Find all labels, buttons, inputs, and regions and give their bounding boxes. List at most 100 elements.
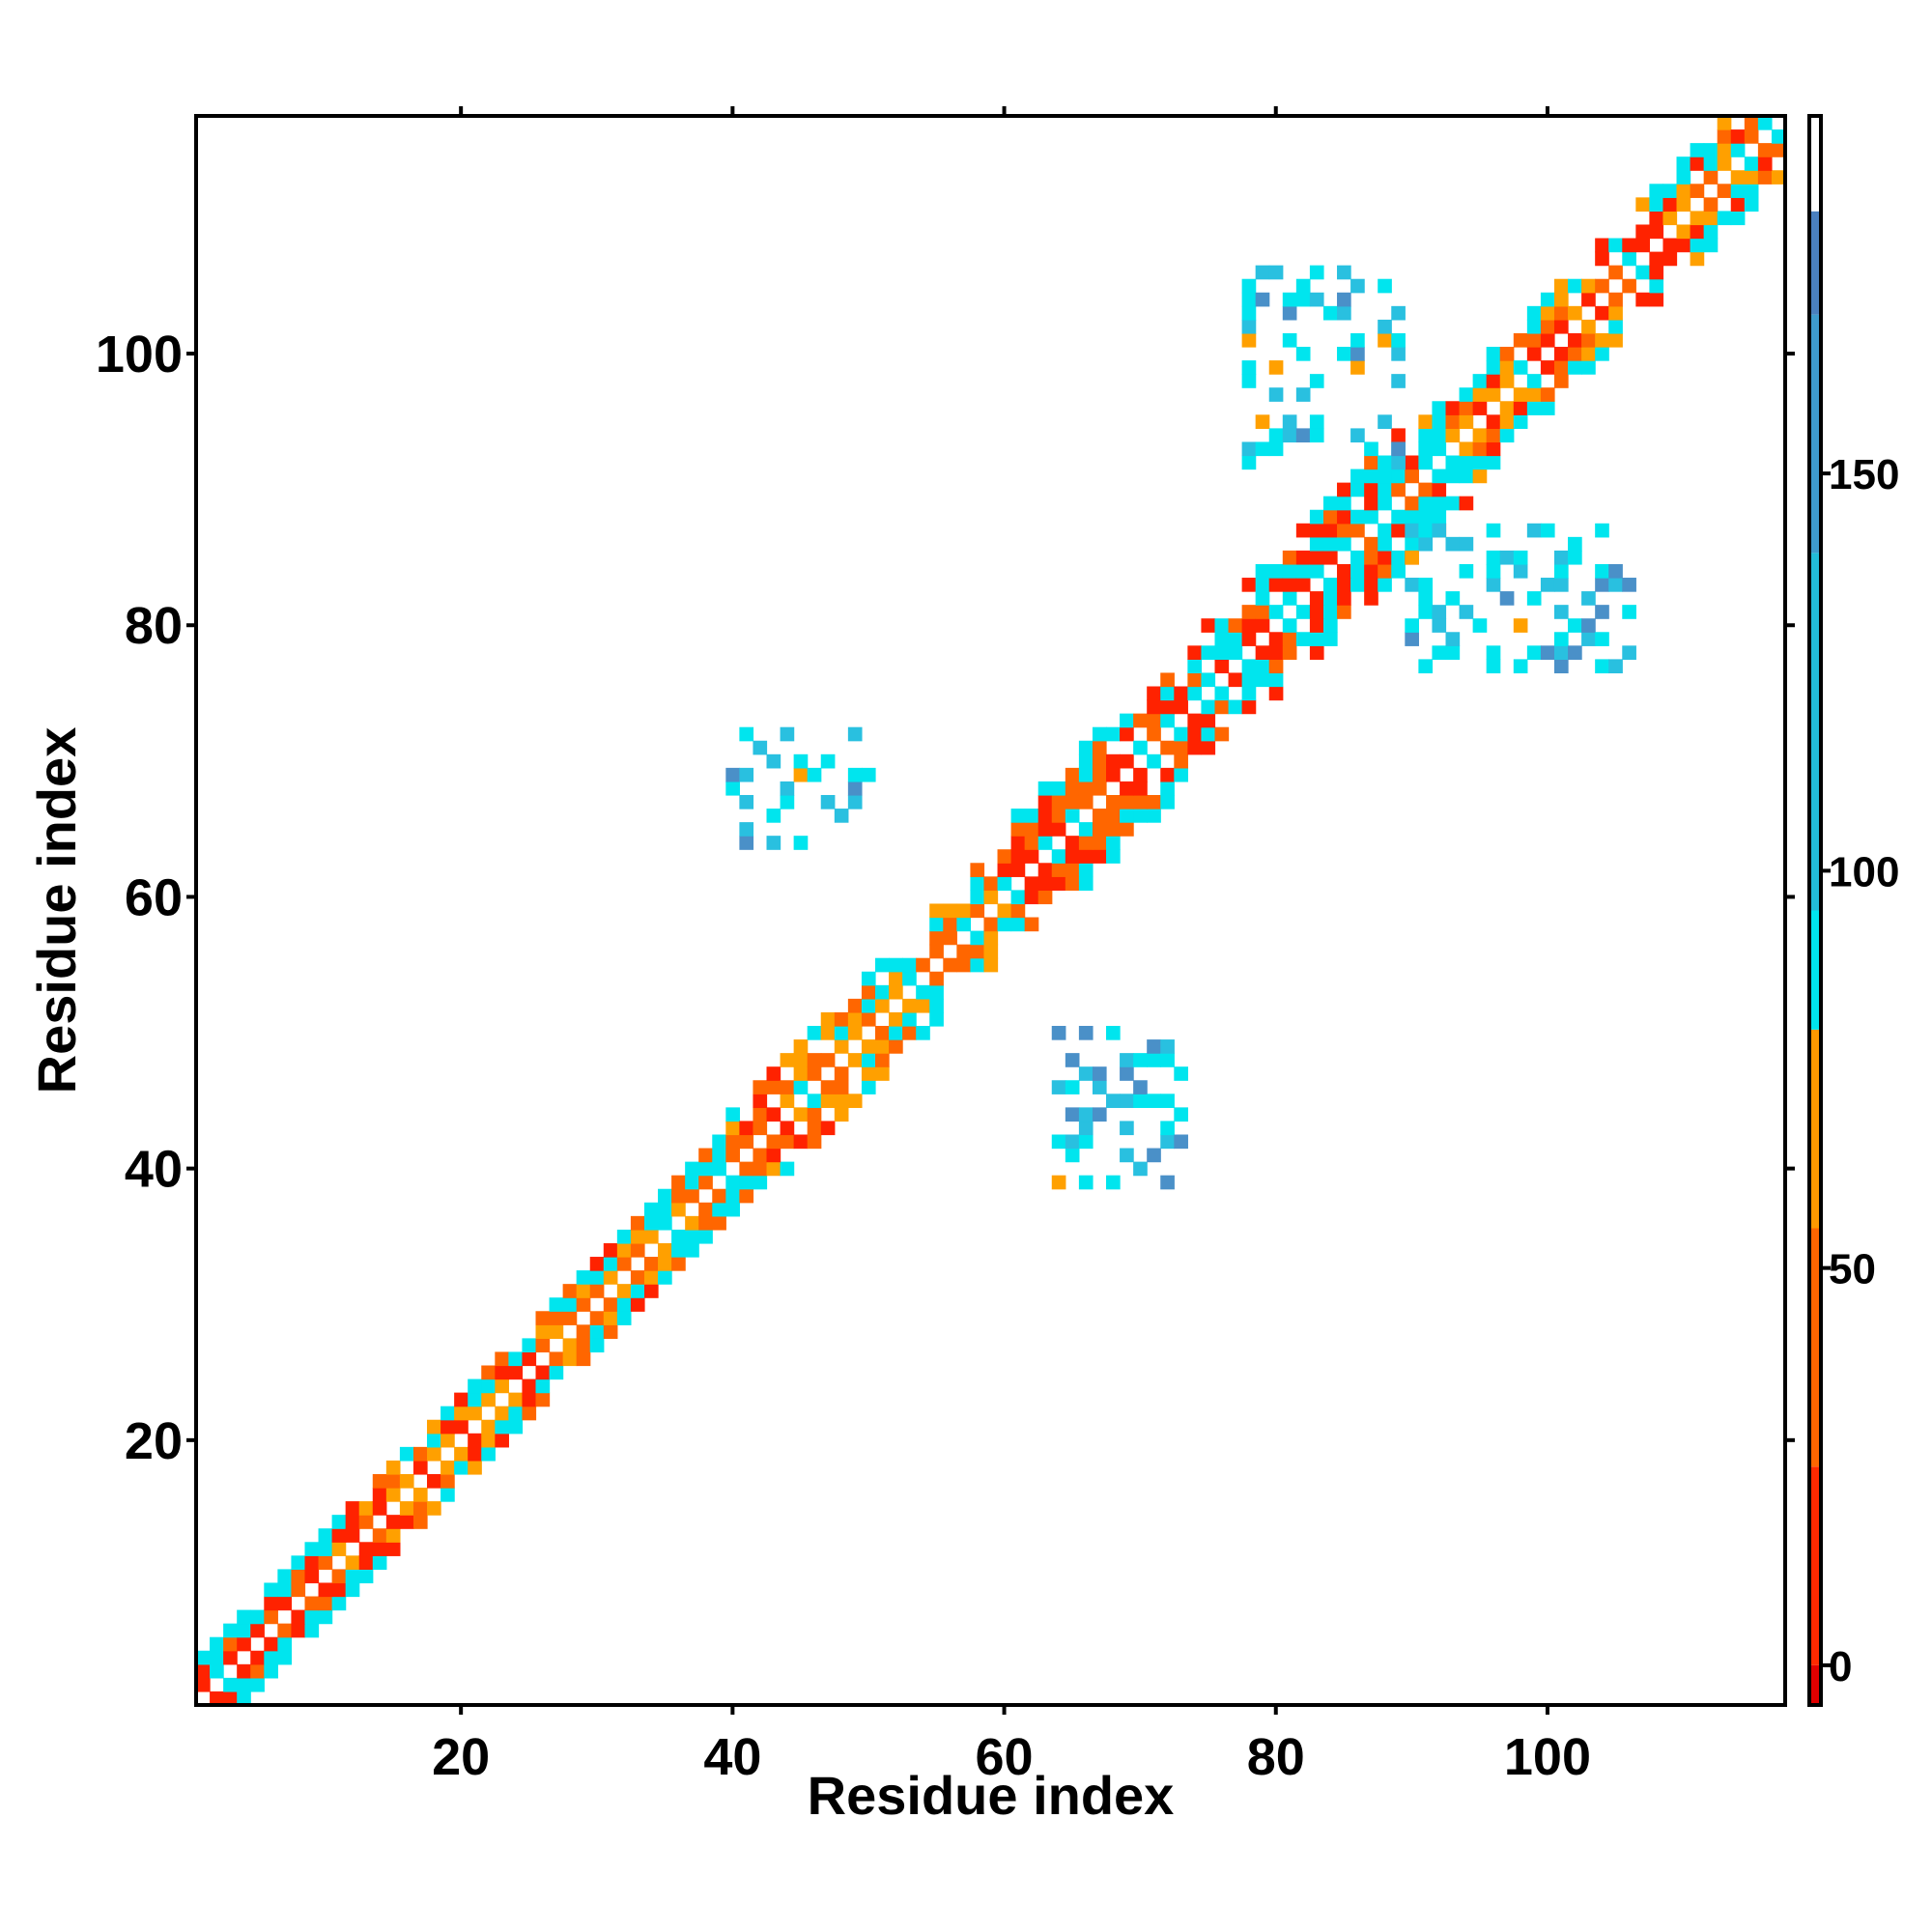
- heatmap-cell: [1201, 713, 1216, 728]
- heatmap-cell: [440, 1419, 455, 1435]
- heatmap-cell: [1553, 578, 1569, 592]
- heatmap-cell: [495, 1351, 509, 1367]
- heatmap-cell: [1322, 509, 1338, 525]
- heatmap-cell: [685, 1175, 699, 1190]
- heatmap-cell: [1133, 1080, 1148, 1094]
- heatmap-cell: [1540, 401, 1555, 415]
- heatmap-cell: [1350, 469, 1365, 484]
- heatmap-cell: [1391, 441, 1406, 457]
- heatmap-cell: [468, 1433, 482, 1448]
- heatmap-cell: [1364, 482, 1378, 497]
- heatmap-cell: [1295, 428, 1311, 443]
- heatmap-cell: [549, 1297, 564, 1312]
- heatmap-cell: [1350, 523, 1365, 538]
- heatmap-cell: [766, 1148, 781, 1163]
- heatmap-cell: [997, 917, 1012, 932]
- heatmap-cell: [1378, 414, 1392, 429]
- heatmap-cell: [1364, 550, 1378, 565]
- heatmap-cell: [1133, 740, 1148, 755]
- heatmap-cell: [535, 1392, 551, 1407]
- heatmap-cell: [1147, 726, 1161, 742]
- heatmap-cell: [1133, 1161, 1148, 1177]
- heatmap-cell: [1037, 822, 1053, 837]
- heatmap-cell: [1106, 849, 1121, 864]
- heatmap-cell: [1160, 1039, 1175, 1054]
- heatmap-cell: [834, 1026, 849, 1040]
- heatmap-cell: [834, 1080, 849, 1094]
- heatmap-cell: [753, 1161, 768, 1177]
- heatmap-cell: [1337, 265, 1351, 280]
- heatmap-cell: [671, 1242, 686, 1258]
- heatmap-cell: [1160, 672, 1175, 688]
- heatmap-cell: [793, 1066, 809, 1081]
- heatmap-cell: [196, 1650, 211, 1665]
- heatmap-cell: [1622, 251, 1636, 267]
- heatmap-cell: [1010, 903, 1026, 919]
- heatmap-cell: [1350, 550, 1365, 565]
- heatmap-cell: [1378, 523, 1392, 538]
- heatmap-cell: [1445, 414, 1461, 429]
- heatmap-cell: [291, 1569, 306, 1584]
- heatmap-cell: [1120, 726, 1134, 742]
- heatmap-cell: [1120, 781, 1134, 796]
- heatmap-cell: [847, 794, 863, 810]
- heatmap-cell: [1513, 414, 1528, 429]
- heatmap-cell: [1635, 265, 1650, 280]
- heatmap-cell: [508, 1351, 524, 1367]
- heatmap-cell: [1309, 550, 1324, 565]
- heatmap-cell: [562, 1297, 578, 1312]
- heatmap-cell: [1078, 1026, 1094, 1040]
- heatmap-cell: [698, 1161, 713, 1177]
- heatmap-cell: [589, 1257, 605, 1271]
- heatmap-cell: [535, 1324, 551, 1339]
- heatmap-cell: [603, 1270, 618, 1285]
- heatmap-cell: [1703, 224, 1719, 240]
- heatmap-cell: [1486, 563, 1501, 579]
- heatmap-cell: [1405, 455, 1419, 470]
- heatmap-cell: [603, 1297, 618, 1312]
- heatmap-cell: [535, 1311, 551, 1325]
- heatmap-cell: [372, 1555, 387, 1570]
- heatmap-cell: [820, 1011, 836, 1027]
- heatmap-cell: [1065, 836, 1080, 850]
- heatmap-cell: [1472, 401, 1488, 415]
- heatmap-cell: [345, 1501, 360, 1516]
- heatmap-cell: [997, 903, 1012, 919]
- heatmap-cell: [1391, 347, 1406, 361]
- heatmap-cell: [1378, 332, 1392, 348]
- heatmap-cell: [1051, 781, 1066, 796]
- heatmap-cell: [1499, 401, 1515, 415]
- heatmap-cell: [210, 1663, 224, 1679]
- heatmap-cell: [1106, 753, 1121, 769]
- heatmap-cell: [223, 1636, 238, 1652]
- heatmap-cell: [1322, 550, 1338, 565]
- heatmap-cell: [1255, 563, 1270, 579]
- heatmap-cell: [766, 1066, 781, 1081]
- heatmap-cell: [468, 1378, 482, 1394]
- heatmap-cell: [1472, 455, 1488, 470]
- heatmap-cell: [508, 1406, 524, 1421]
- heatmap-cell: [725, 1134, 740, 1150]
- heatmap-cell: [1295, 563, 1311, 579]
- heatmap-cell: [1133, 1053, 1148, 1067]
- heatmap-cell: [1432, 441, 1447, 457]
- heatmap-cell: [372, 1542, 387, 1556]
- heatmap-cell: [1595, 578, 1609, 592]
- heatmap-cell: [1065, 863, 1080, 877]
- heatmap-cell: [481, 1392, 496, 1407]
- heatmap-cell: [1418, 659, 1434, 674]
- heatmap-cell: [1309, 536, 1324, 552]
- heatmap-cell: [1065, 1053, 1080, 1067]
- heatmap-cell: [223, 1677, 238, 1692]
- heatmap-cell: [943, 903, 957, 919]
- heatmap-cell: [1322, 578, 1338, 592]
- heatmap-cell: [820, 753, 836, 769]
- heatmap-cell: [1486, 441, 1501, 457]
- heatmap-cell: [1092, 849, 1107, 864]
- heatmap-cell: [1581, 332, 1596, 348]
- heatmap-cell: [616, 1229, 632, 1244]
- heatmap-cell: [1608, 319, 1623, 334]
- heatmap-cell: [1608, 332, 1623, 348]
- heatmap-cell: [1364, 536, 1378, 552]
- heatmap-cell: [1432, 509, 1447, 525]
